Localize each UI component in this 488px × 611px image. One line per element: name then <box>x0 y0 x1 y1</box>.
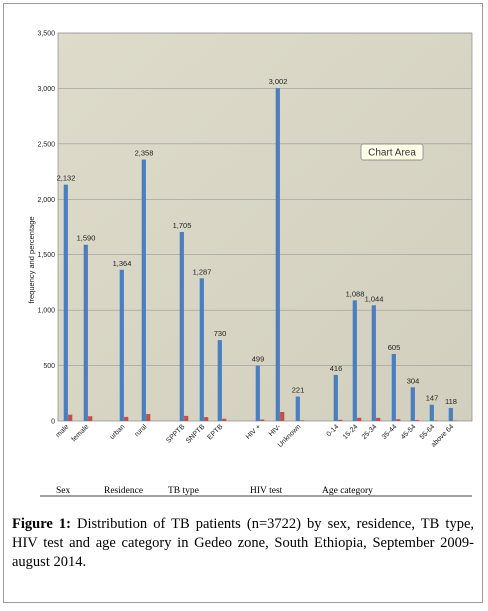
data-label: 730 <box>214 329 227 338</box>
bar-percentage <box>376 417 381 421</box>
y-axis-ticks: 0 500 1,000 1,500 2,000 2,500 3,000 3,500 <box>37 31 55 426</box>
bar-percentage <box>184 415 189 421</box>
caption-text: Distribution of TB patients (n=3722) by … <box>12 516 475 570</box>
group-label: Age category <box>322 486 373 496</box>
bar-frequency <box>352 300 357 421</box>
bar-frequency <box>83 244 88 421</box>
group-label: Sex <box>56 486 71 496</box>
caption-label: Figure 1: <box>12 516 71 532</box>
y-tick-label: 2,500 <box>37 141 55 148</box>
bar-percentage <box>88 416 93 421</box>
y-tick-label: 500 <box>43 363 55 370</box>
y-tick-label: 1,500 <box>37 252 55 259</box>
x-category-label: female <box>71 423 91 443</box>
bar-percentage <box>68 414 73 421</box>
bar-frequency <box>255 365 260 421</box>
data-label: 1,705 <box>173 221 192 230</box>
bar-frequency <box>333 374 338 421</box>
x-category-label: HIV + <box>245 423 262 440</box>
data-label: 605 <box>388 343 401 352</box>
x-category-label: 45-54 <box>400 423 418 441</box>
group-labels: Sex Residence TB type HIV test Age category <box>56 486 373 496</box>
bar-frequency <box>119 269 124 421</box>
bar-percentage <box>396 419 401 421</box>
bar-percentage <box>300 420 305 421</box>
bar-frequency <box>448 407 453 421</box>
bars <box>63 88 458 422</box>
x-category-label: SNPTB <box>185 423 207 445</box>
bar-frequency <box>179 231 184 421</box>
x-category-label: 25-34 <box>361 423 379 441</box>
bar-percentage <box>415 420 420 421</box>
tooltip-text: Chart Area <box>368 148 416 159</box>
figure-caption: Figure 1: Distribution of TB patients (n… <box>12 515 474 572</box>
data-label: 147 <box>426 394 439 403</box>
chart-area-tooltip: Chart Area <box>360 143 424 161</box>
bar-frequency <box>371 305 376 421</box>
bar-percentage <box>357 417 362 421</box>
group-label: Residence <box>104 486 143 496</box>
y-tick-label: 1,000 <box>37 308 55 315</box>
data-label: 499 <box>252 355 265 364</box>
data-label: 1,364 <box>113 259 132 268</box>
data-label: 2,358 <box>135 149 154 158</box>
bar-frequency <box>410 387 415 421</box>
data-label: 2,132 <box>57 174 76 183</box>
plot-area <box>57 32 473 422</box>
data-label: 3,002 <box>269 77 288 86</box>
x-category-label: 0-14 <box>326 423 341 438</box>
x-category-label: rural <box>134 423 149 438</box>
data-labels: 2,132 1,590 1,364 2,358 1,705 1,287 730 499 3,00… <box>57 77 457 406</box>
y-axis-label: frequency and percentage <box>27 216 36 303</box>
bar-percentage <box>124 416 129 421</box>
bar-percentage <box>204 417 209 421</box>
bar-frequency <box>63 184 68 421</box>
x-category-label: urban <box>109 423 127 441</box>
bar-frequency <box>295 396 300 421</box>
data-label: 221 <box>292 386 305 395</box>
bar-frequency <box>275 88 280 422</box>
x-category-label: HIV- <box>268 423 283 438</box>
bar-percentage <box>260 419 265 421</box>
bar-percentage <box>146 414 151 421</box>
x-category-label: male <box>55 423 71 439</box>
x-category-label: 15-24 <box>342 423 360 441</box>
y-tick-label: 3,000 <box>37 86 55 93</box>
x-category-label: EPTB <box>207 423 225 441</box>
bar-frequency <box>141 159 146 421</box>
data-label: 118 <box>445 397 457 406</box>
bar-percentage <box>222 418 227 421</box>
bar-frequency <box>391 353 396 421</box>
y-tick-label: 3,500 <box>37 31 55 38</box>
data-label: 1,044 <box>365 294 384 303</box>
bar-frequency <box>429 404 434 421</box>
group-label: HIV test <box>250 486 283 496</box>
group-label: TB type <box>168 486 199 496</box>
x-category-label: 55-64 <box>419 423 437 441</box>
bar-percentage <box>338 419 343 421</box>
x-category-label: 35-44 <box>381 423 399 441</box>
y-tick-label: 2,000 <box>37 197 55 204</box>
y-tick-label: 0 <box>51 419 55 426</box>
bar-frequency <box>199 278 204 421</box>
data-label: 1,287 <box>193 267 212 276</box>
bar-frequency <box>217 340 222 421</box>
data-label: 304 <box>407 376 420 385</box>
bar-percentage <box>280 412 285 421</box>
x-category-label: SPPTB <box>165 423 186 444</box>
data-label: 416 <box>330 364 343 373</box>
data-label: 1,088 <box>346 289 365 298</box>
data-label: 1,590 <box>77 234 96 243</box>
